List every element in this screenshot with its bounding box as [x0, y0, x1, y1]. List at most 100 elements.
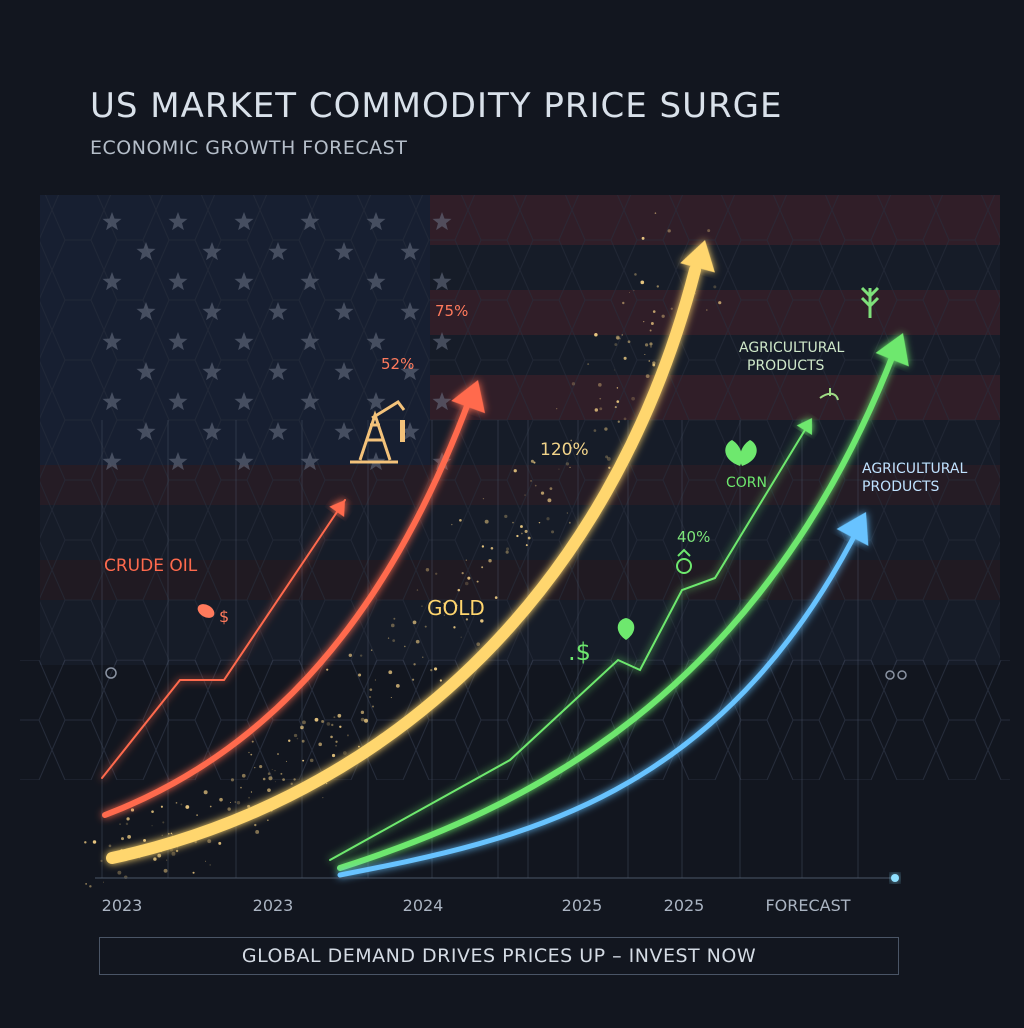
sparkle	[615, 335, 620, 340]
flag-star	[102, 392, 122, 411]
series-layer	[101, 240, 909, 878]
sparkle	[718, 301, 722, 305]
sparkle	[331, 753, 336, 758]
sparkle	[203, 790, 208, 795]
sparkle	[482, 498, 485, 500]
sparkle	[358, 673, 362, 677]
sparkle	[359, 654, 363, 657]
flag-star	[202, 242, 222, 261]
sparkle	[157, 853, 162, 858]
sparkle	[404, 645, 406, 648]
sparkle	[388, 670, 393, 675]
sparkle	[570, 439, 573, 442]
sparkle	[84, 841, 87, 844]
sparkle	[207, 839, 212, 844]
sparkle	[218, 841, 222, 845]
svg-text:$: $	[219, 607, 229, 626]
label-corn: CORN	[726, 475, 767, 491]
sparkle	[706, 309, 708, 311]
sparkle	[481, 566, 484, 569]
sparkle	[484, 519, 489, 524]
sparkle	[322, 797, 324, 799]
sparkle	[227, 807, 231, 811]
sparkle	[631, 396, 635, 401]
sparkle	[390, 696, 392, 699]
sparkle	[616, 387, 619, 389]
sparkle	[516, 534, 519, 538]
flag-star	[366, 272, 386, 291]
sparkle	[460, 636, 462, 638]
sparkle	[476, 642, 481, 646]
x-tick-label: FORECAST	[765, 896, 850, 915]
flag-star	[334, 302, 354, 321]
sparkle	[296, 737, 299, 740]
call-to-action-banner: GLOBAL DEMAND DRIVES PRICES UP – INVEST …	[99, 937, 899, 975]
sparkle	[533, 461, 536, 464]
agricultural-arrow-blue-head	[836, 512, 869, 546]
sparkle	[236, 801, 241, 805]
sparkle	[599, 407, 603, 411]
sparkle	[302, 759, 305, 762]
sparkle	[288, 739, 291, 742]
sparkle	[538, 521, 541, 524]
label-agricultural-products-2: AGRICULTURAL PRODUCTS	[862, 461, 967, 495]
label-gold: GOLD	[427, 596, 485, 620]
sparkle	[333, 716, 336, 719]
sparkle	[175, 849, 179, 853]
sparkle	[267, 788, 271, 793]
flag-star	[432, 392, 452, 411]
sparkle	[267, 772, 271, 776]
crude-oil-thin-line	[101, 499, 346, 779]
sparkle	[167, 832, 170, 835]
sparkle	[476, 580, 479, 583]
sparkle	[301, 739, 305, 743]
sparkle	[339, 725, 342, 729]
axis-end-dot	[891, 874, 899, 882]
sparkle	[439, 679, 443, 682]
label-agricultural-products-1: AGRICULTURAL PRODUCTS	[739, 340, 844, 374]
sparkle	[652, 310, 656, 313]
page-subtitle: ECONOMIC GROWTH FORECAST	[90, 137, 408, 159]
sparkle	[125, 822, 129, 826]
sparkle	[282, 778, 285, 781]
sparkle	[103, 881, 105, 883]
sparkle	[248, 751, 250, 754]
flag-star	[334, 362, 354, 381]
sparkle	[547, 498, 552, 503]
x-tick-label: 2023	[102, 896, 143, 915]
sparkle	[488, 559, 492, 563]
axis-marker-left	[105, 667, 117, 679]
sparkle	[494, 596, 498, 599]
flag-star	[432, 212, 452, 231]
sparkle	[622, 301, 625, 305]
sparkle	[650, 322, 654, 325]
flag-star	[268, 362, 288, 381]
sparkle	[271, 769, 273, 770]
sparkle	[162, 821, 165, 824]
sparkle	[85, 883, 87, 885]
sparkle	[108, 844, 112, 848]
sparkle	[337, 713, 342, 718]
sparkle	[451, 523, 453, 526]
flag-star	[234, 212, 254, 231]
sparkle	[247, 804, 251, 808]
sparkle	[424, 625, 427, 628]
flag-star	[400, 302, 420, 321]
sparkle	[661, 314, 665, 318]
crude-oil-arrow	[102, 395, 473, 818]
sparkle	[435, 572, 438, 575]
sparkle	[392, 639, 396, 643]
flag-star	[300, 272, 320, 291]
sparkle	[309, 758, 314, 763]
sparkle	[219, 797, 223, 802]
sparkle	[656, 285, 659, 288]
sparkle	[335, 740, 338, 743]
flag-star	[366, 212, 386, 231]
sparkle	[358, 745, 360, 748]
sparkle	[640, 280, 645, 285]
sparkle	[372, 705, 374, 708]
sparkle	[117, 870, 122, 875]
sparkle	[268, 776, 273, 781]
sparkle	[175, 801, 178, 804]
sparkle	[100, 859, 103, 862]
